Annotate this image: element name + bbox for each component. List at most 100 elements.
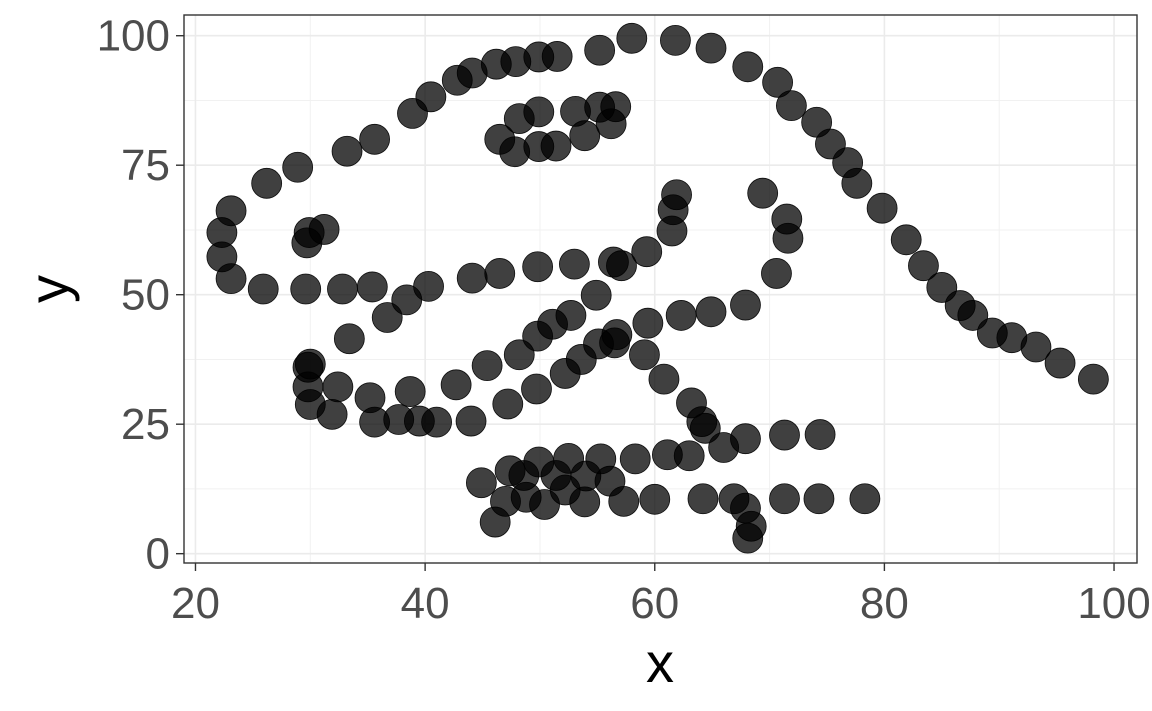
- data-point: [413, 271, 444, 302]
- data-point: [730, 289, 761, 321]
- data-point: [772, 222, 804, 254]
- data-point: [1077, 363, 1109, 395]
- data-point: [415, 81, 447, 113]
- data-point: [580, 279, 612, 311]
- data-point: [687, 483, 719, 515]
- data-point: [629, 339, 660, 371]
- data-point: [479, 506, 511, 538]
- grid-lines: [184, 15, 1137, 563]
- data-point: [569, 120, 601, 152]
- data-point: [529, 489, 560, 520]
- data-point: [555, 300, 587, 331]
- data-point: [632, 307, 664, 339]
- data-point: [732, 522, 764, 554]
- x-tick-label: 40: [401, 579, 450, 628]
- data-point: [549, 358, 581, 389]
- data-point: [957, 300, 989, 331]
- data-point: [616, 22, 648, 54]
- data-point: [608, 485, 640, 517]
- data-point: [440, 369, 472, 401]
- y-axis-title: y: [17, 275, 80, 303]
- x-axis-title: x: [646, 631, 674, 694]
- data-points: [206, 22, 1109, 554]
- data-point: [762, 66, 794, 98]
- data-point: [747, 177, 779, 209]
- x-tick-label: 20: [171, 579, 220, 628]
- data-point: [584, 34, 616, 66]
- data-point: [521, 373, 552, 405]
- data-point: [761, 258, 792, 289]
- data-point: [732, 51, 764, 83]
- y-tick-label: 25: [121, 400, 170, 449]
- data-point: [769, 483, 800, 515]
- x-axis-ticks: 20 40 60 80 100: [171, 563, 1151, 628]
- data-point: [371, 302, 403, 333]
- data-point: [327, 273, 358, 305]
- data-point: [631, 236, 663, 268]
- x-tick-label: 60: [630, 579, 679, 628]
- data-point: [908, 250, 939, 282]
- data-point: [600, 91, 632, 123]
- data-point: [359, 123, 391, 155]
- x-tick-label: 80: [860, 579, 909, 628]
- data-point: [522, 251, 554, 283]
- data-point: [247, 273, 279, 305]
- data-point: [456, 262, 488, 294]
- data-point: [394, 376, 426, 407]
- data-point: [558, 248, 590, 280]
- data-point: [803, 483, 835, 515]
- y-axis-ticks: 0 25 50 75 100: [97, 12, 184, 579]
- data-point: [619, 443, 651, 475]
- data-point: [215, 195, 247, 227]
- data-point: [308, 214, 340, 245]
- data-point: [660, 24, 691, 56]
- x-tick-label: 100: [1077, 579, 1150, 628]
- data-point: [775, 90, 807, 122]
- data-point: [492, 388, 524, 420]
- y-tick-label: 75: [121, 141, 170, 190]
- data-point: [569, 486, 601, 518]
- data-point: [294, 348, 326, 380]
- data-point: [804, 419, 836, 450]
- data-point: [689, 412, 721, 444]
- data-point: [540, 130, 572, 162]
- data-point: [322, 371, 354, 403]
- data-point: [1044, 347, 1076, 379]
- data-point: [841, 167, 873, 199]
- data-point: [523, 96, 555, 128]
- data-point: [849, 483, 881, 515]
- data-point: [215, 263, 247, 295]
- data-point: [282, 151, 314, 183]
- data-point: [648, 363, 680, 395]
- data-point: [1020, 331, 1052, 363]
- data-point: [333, 323, 365, 355]
- data-point: [251, 167, 283, 199]
- y-tick-label: 100: [97, 12, 170, 61]
- data-point: [769, 419, 800, 451]
- data-point: [465, 467, 497, 499]
- data-point: [354, 382, 386, 414]
- data-point: [661, 179, 692, 211]
- data-point: [890, 224, 922, 256]
- data-point: [695, 296, 727, 328]
- panel-background: [184, 15, 1137, 563]
- data-point: [331, 135, 363, 167]
- data-point: [606, 250, 637, 282]
- data-point: [503, 339, 535, 371]
- data-point: [866, 192, 898, 224]
- y-tick-label: 50: [121, 271, 170, 320]
- data-point: [455, 405, 487, 437]
- data-point: [665, 300, 697, 331]
- panel-border: [183, 14, 1138, 564]
- data-point: [471, 350, 503, 382]
- data-point: [356, 271, 388, 303]
- data-point: [541, 41, 573, 72]
- data-point: [730, 423, 761, 455]
- data-point: [695, 32, 727, 64]
- data-point: [290, 273, 322, 305]
- data-point: [651, 439, 683, 471]
- data-point: [484, 258, 516, 289]
- data-point: [639, 483, 671, 515]
- y-tick-label: 0: [146, 530, 170, 579]
